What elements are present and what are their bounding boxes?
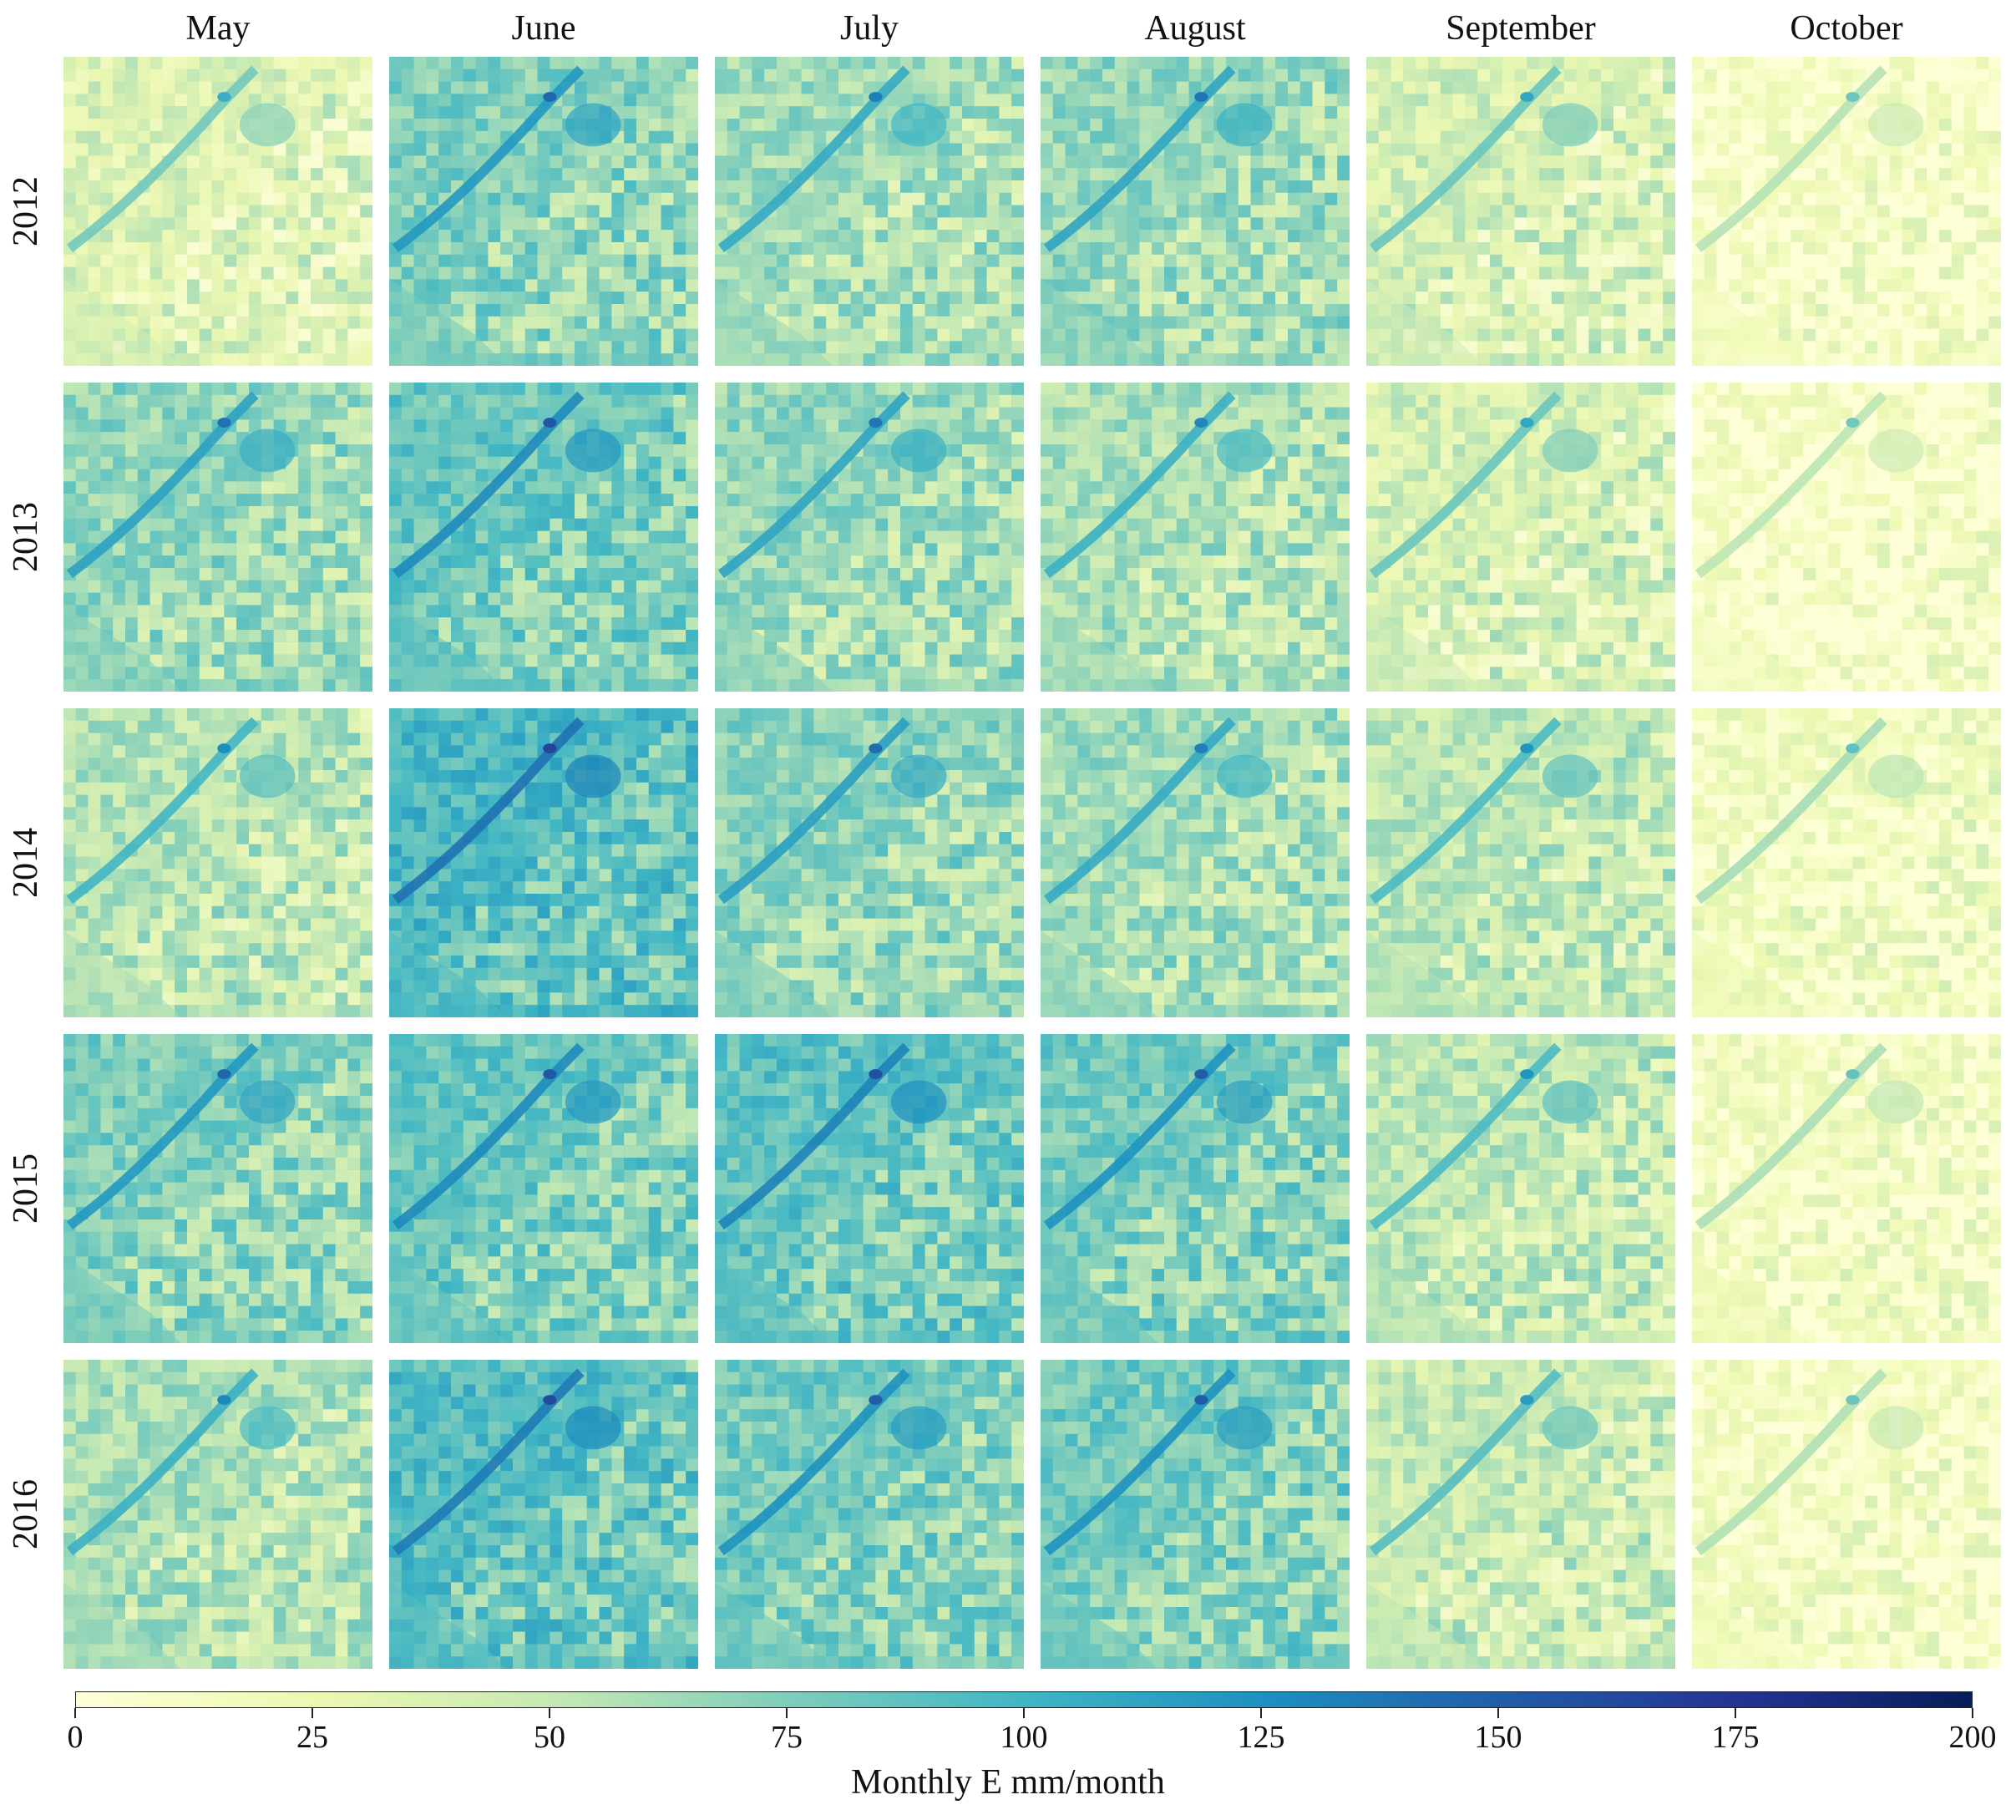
- colorbar-tick-label: 150: [1474, 1720, 1522, 1755]
- map-tile-2013-september: [1366, 383, 1675, 692]
- map-tile-2014-august: [1041, 708, 1350, 1017]
- column-label-june: June: [511, 9, 576, 48]
- map-tile-2014-july: [715, 708, 1024, 1017]
- colorbar-gradient: [75, 1691, 1973, 1708]
- colorbar-tick-label: 75: [771, 1720, 803, 1755]
- colorbar-tick-label: 175: [1711, 1720, 1760, 1755]
- map-tile-2012-october: [1692, 57, 2001, 366]
- map-tile-2012-may: [63, 57, 372, 366]
- row-label-2013: 2013: [7, 502, 45, 572]
- map-tile-2016-may: [63, 1360, 372, 1669]
- colorbar-tick-mark: [1735, 1708, 1736, 1718]
- colorbar-tick-label: 125: [1237, 1720, 1285, 1755]
- column-label-may: May: [185, 9, 251, 48]
- colorbar-tick-mark: [74, 1708, 76, 1718]
- map-tile-2012-june: [389, 57, 698, 366]
- map-tile-2014-june: [389, 708, 698, 1017]
- colorbar-tick-mark: [549, 1708, 550, 1718]
- map-tile-2016-august: [1041, 1360, 1350, 1669]
- column-label-september: September: [1446, 9, 1596, 48]
- colorbar: [75, 1691, 1973, 1708]
- colorbar-tick-label: 50: [534, 1720, 565, 1755]
- colorbar-tick-mark: [1497, 1708, 1499, 1718]
- map-tile-2015-may: [63, 1034, 372, 1343]
- colorbar-tick-mark: [1972, 1708, 1973, 1718]
- map-tile-2013-october: [1692, 383, 2001, 692]
- map-tile-2016-september: [1366, 1360, 1675, 1669]
- map-tile-2012-september: [1366, 57, 1675, 366]
- map-tile-2016-june: [389, 1360, 698, 1669]
- colorbar-tick-mark: [312, 1708, 313, 1718]
- map-tile-2014-may: [63, 708, 372, 1017]
- colorbar-tick-label: 25: [296, 1720, 328, 1755]
- colorbar-title: Monthly E mm/month: [851, 1763, 1165, 1802]
- map-tile-2013-may: [63, 383, 372, 692]
- map-tile-2015-july: [715, 1034, 1024, 1343]
- column-label-october: October: [1790, 9, 1903, 48]
- row-label-2014: 2014: [7, 828, 45, 898]
- row-label-2015: 2015: [7, 1153, 45, 1224]
- colorbar-tick-label: 200: [1948, 1720, 1997, 1755]
- map-tile-2016-july: [715, 1360, 1024, 1669]
- map-tile-2015-june: [389, 1034, 698, 1343]
- row-label-2012: 2012: [7, 176, 45, 246]
- map-tile-2013-august: [1041, 383, 1350, 692]
- column-label-july: July: [839, 9, 899, 48]
- map-tile-2012-august: [1041, 57, 1350, 366]
- map-tile-2015-september: [1366, 1034, 1675, 1343]
- colorbar-tick-label: 100: [1000, 1720, 1048, 1755]
- colorbar-tick-label: 0: [67, 1720, 84, 1755]
- map-tile-2014-october: [1692, 708, 2001, 1017]
- map-tile-2013-june: [389, 383, 698, 692]
- colorbar-tick-mark: [1260, 1708, 1262, 1718]
- colorbar-tick-mark: [786, 1708, 788, 1718]
- map-tile-2014-september: [1366, 708, 1675, 1017]
- column-label-august: August: [1144, 9, 1246, 48]
- colorbar-tick-mark: [1023, 1708, 1025, 1718]
- row-label-2016: 2016: [7, 1479, 45, 1549]
- map-tile-2016-october: [1692, 1360, 2001, 1669]
- map-tile-2012-july: [715, 57, 1024, 366]
- map-tile-2015-october: [1692, 1034, 2001, 1343]
- map-tile-2015-august: [1041, 1034, 1350, 1343]
- map-tile-2013-july: [715, 383, 1024, 692]
